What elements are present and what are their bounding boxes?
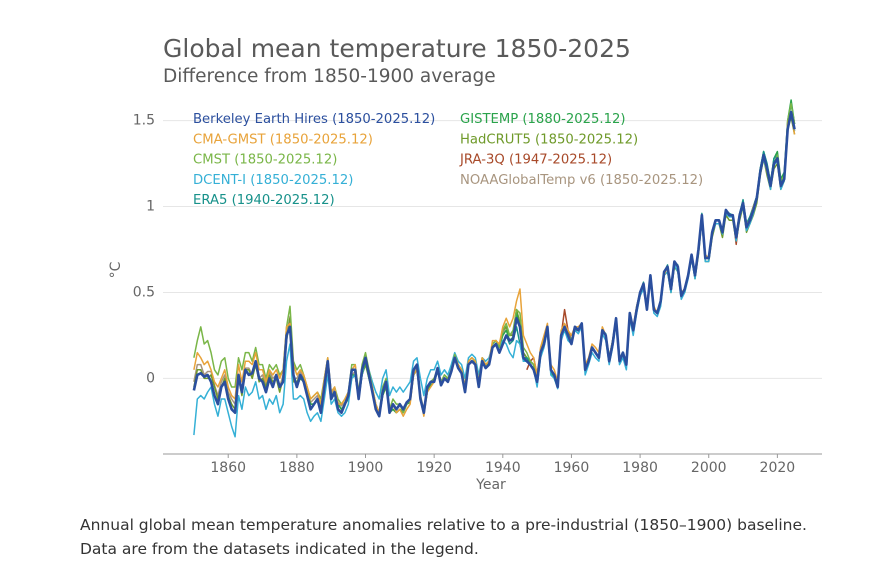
- x-tick-label: 1920: [416, 460, 452, 476]
- legend-entry: Berkeley Earth Hires (1850-2025.12): [193, 112, 435, 127]
- x-tick-label: 2020: [760, 460, 796, 476]
- y-tick-label: 1: [146, 199, 155, 215]
- x-tick-label: 1940: [485, 460, 521, 476]
- x-axis-label: Year: [475, 477, 506, 493]
- y-tick-label: 1.5: [133, 113, 155, 129]
- legend-entry: HadCRUT5 (1850-2025.12): [460, 132, 638, 147]
- series-line: [192, 110, 796, 418]
- legend-entry: NOAAGlobalTemp v6 (1850-2025.12): [460, 173, 703, 188]
- y-tick-label: 0: [146, 370, 155, 386]
- y-tick-label: 0.5: [133, 284, 155, 300]
- x-tick-label: 1980: [622, 460, 658, 476]
- chart-title: Global mean temperature 1850-2025: [163, 34, 631, 63]
- legend-entry: CMA-GMST (1850-2025.12): [193, 132, 373, 147]
- x-tick-label: 1880: [279, 460, 315, 476]
- y-axis-label: °C: [108, 261, 124, 278]
- legend-entry: ERA5 (1940-2025.12): [193, 193, 335, 208]
- series-line: [296, 99, 796, 417]
- x-tick-label: 1900: [348, 460, 384, 476]
- legend-entry: JRA-3Q (1947-2025.12): [459, 153, 612, 168]
- caption: Annual global mean temperature anomalies…: [80, 516, 807, 558]
- chart-subtitle: Difference from 1850-1900 average: [163, 66, 496, 87]
- legend-entry: DCENT-I (1850-2025.12): [193, 173, 353, 188]
- legend-entry: GISTEMP (1880-2025.12): [460, 112, 626, 127]
- legend-entry: CMST (1850-2025.12): [193, 153, 337, 168]
- x-tick-label: 1860: [210, 460, 246, 476]
- chart: Global mean temperature 1850-2025 Differ…: [108, 34, 822, 493]
- x-tick-label: 1960: [554, 460, 590, 476]
- x-tick-label: 2000: [691, 460, 727, 476]
